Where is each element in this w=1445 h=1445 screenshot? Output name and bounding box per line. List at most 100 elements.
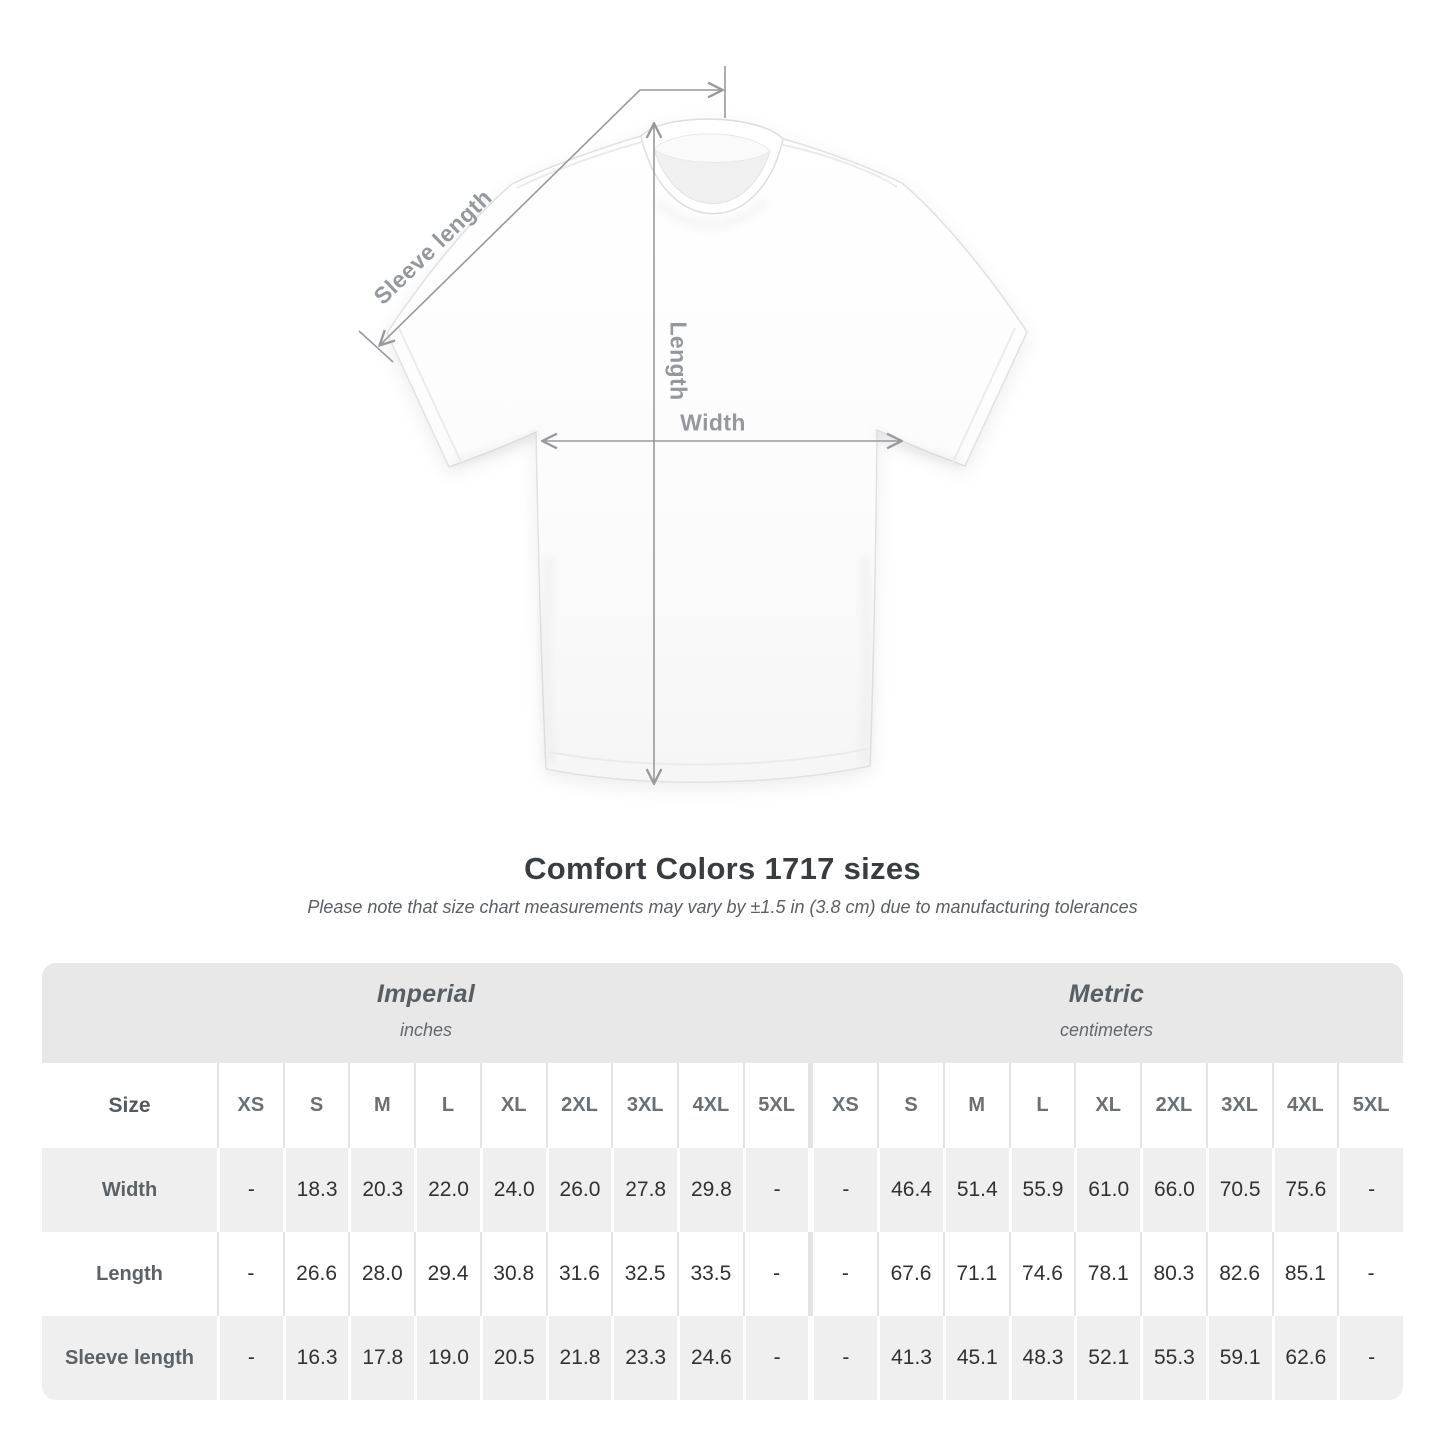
value-cell: 67.6 [877,1232,943,1316]
value-cell: - [808,1232,877,1316]
right-shoulder-seam [777,143,898,188]
value-cell: 70.5 [1205,1148,1272,1232]
metric-group-unit: centimeters [1059,1020,1154,1040]
measurement-row-length: Length -26.6 28.0 29.4 30.8 31.6 32.5 33.5- -67.… [42,1232,1403,1316]
value-cell: 46.4 [877,1148,943,1232]
size-col-metric-m: M [942,1063,1009,1148]
size-column-header: Size [108,1093,151,1117]
imperial-group-unit: inches [399,1020,453,1040]
size-col-metric-5xl: 5XL [1337,1063,1403,1148]
value-cell: 80.3 [1140,1232,1206,1316]
value-cell: - [217,1232,283,1316]
value-cell: 55.3 [1140,1316,1206,1400]
size-table: Imperial inches Metric centimeters Size … [42,963,1403,1400]
value-cell: 82.6 [1205,1232,1272,1316]
value-cell: - [1337,1316,1403,1400]
value-cell: - [1337,1232,1403,1316]
size-header-row: Size XS S M L XL 2XL 3XL 4XL 5XL XS S M L XL 2XL 3XL 4XL… [42,1063,1403,1148]
value-cell: 26.0 [545,1148,612,1232]
size-col-imperial-4xl: 4XL [677,1063,743,1148]
value-cell: 32.5 [611,1232,677,1316]
value-cell: 33.5 [677,1232,743,1316]
size-col-metric-l: L [1008,1063,1075,1148]
size-col-imperial-5xl: 5XL [742,1063,809,1148]
row-label: Width [101,1178,158,1201]
value-cell: - [808,1148,877,1232]
size-col-metric-3xl: 3XL [1205,1063,1272,1148]
value-cell: 41.3 [877,1316,943,1400]
value-cell: 20.3 [348,1148,414,1232]
value-cell: 30.8 [479,1232,546,1316]
value-cell: 29.4 [414,1232,480,1316]
value-cell: 21.8 [545,1316,612,1400]
value-cell: 71.1 [942,1232,1009,1316]
metric-group-name: Metric [1068,980,1145,1008]
value-cell: 16.3 [282,1316,349,1400]
value-cell: 20.5 [479,1316,546,1400]
metric-group-header: Metric centimeters [810,963,1403,1063]
row-label: Sleeve length [65,1346,194,1369]
width-annotation-label: Width [680,409,746,436]
value-cell: 75.6 [1271,1148,1338,1232]
value-cell: 19.0 [414,1316,480,1400]
value-cell: - [808,1316,877,1400]
value-cell: - [742,1316,809,1400]
value-cell: 59.1 [1205,1316,1272,1400]
length-annotation-label: Length [665,321,692,401]
page-title: Comfort Colors 1717 sizes [524,851,921,886]
value-cell: 45.1 [942,1316,1009,1400]
value-cell: 66.0 [1140,1148,1206,1232]
sleeve-length-arrow [358,66,726,363]
sleeve-end-tick [358,330,394,363]
value-cell: 62.6 [1271,1316,1338,1400]
value-cell: 17.8 [348,1316,414,1400]
size-col-imperial-xs: XS [217,1063,283,1148]
size-col-imperial-2xl: 2XL [545,1063,612,1148]
value-cell: - [217,1148,283,1232]
unit-group-header-row: Imperial inches Metric centimeters [42,963,1403,1063]
value-cell: 24.6 [677,1316,743,1400]
imperial-group-name: Imperial [376,980,476,1008]
size-col-imperial-m: M [348,1063,414,1148]
value-cell: 26.6 [282,1232,349,1316]
measurement-row-width: Width -18.3 20.3 22.0 24.0 26.0 27.8 29.8- -46.4… [42,1148,1403,1232]
size-col-metric-s: S [877,1063,943,1148]
bottom-hem-stitch [548,748,868,766]
value-cell: 61.0 [1074,1148,1140,1232]
value-cell: - [1337,1148,1403,1232]
value-cell: 29.8 [677,1148,743,1232]
value-cell: 85.1 [1271,1232,1338,1316]
value-cell: 48.3 [1008,1316,1075,1400]
left-sleeve-hem-stitch [398,327,462,463]
tshirt-body [386,118,1028,783]
tshirt-graphic [358,66,1028,850]
value-cell: 52.1 [1074,1316,1140,1400]
value-cell: - [217,1316,283,1400]
value-cell: - [742,1232,809,1316]
value-cell: 55.9 [1008,1148,1075,1232]
value-cell: 28.0 [348,1232,414,1316]
size-col-imperial-l: L [414,1063,480,1148]
tolerance-note: Please note that size chart measurements… [307,897,1138,917]
size-col-metric-4xl: 4XL [1271,1063,1338,1148]
right-sleeve-hem-stitch [952,327,1016,463]
value-cell: 31.6 [545,1232,612,1316]
size-col-imperial-3xl: 3XL [611,1063,677,1148]
value-cell: 18.3 [282,1148,349,1232]
measurement-row-sleeve-length: Sleeve length -16.3 17.8 19.0 20.5 21.8 23.3 24… [42,1316,1403,1400]
size-col-metric-2xl: 2XL [1140,1063,1206,1148]
value-cell: 74.6 [1008,1232,1075,1316]
value-cell: 24.0 [479,1148,546,1232]
size-col-imperial-s: S [282,1063,349,1148]
value-cell: 78.1 [1074,1232,1140,1316]
size-col-metric-xs: XS [808,1063,877,1148]
value-cell: 23.3 [611,1316,677,1400]
size-col-metric-xl: XL [1074,1063,1140,1148]
tshirt-diagram: Sleeve length Length Width [358,66,1028,850]
value-cell: 27.8 [611,1148,677,1232]
size-col-imperial-xl: XL [479,1063,546,1148]
value-cell: 51.4 [942,1148,1009,1232]
value-cell: - [742,1148,809,1232]
value-cell: 22.0 [414,1148,480,1232]
